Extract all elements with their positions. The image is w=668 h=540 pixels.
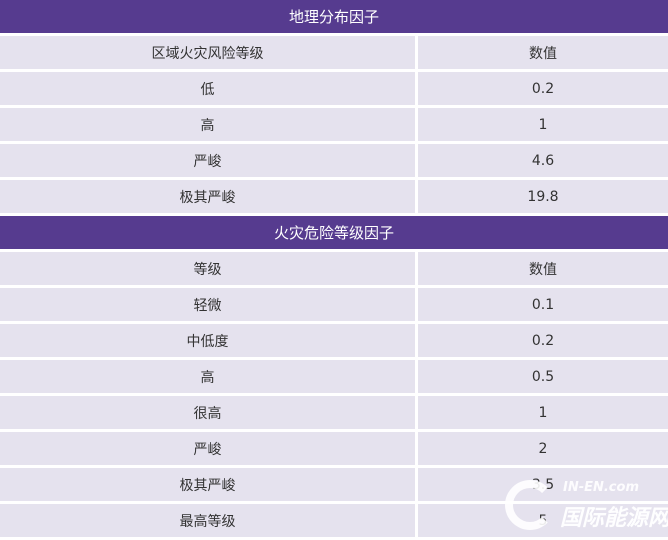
section-title: 地理分布因子 <box>0 0 668 33</box>
level-cell: 高 <box>0 108 415 141</box>
level-cell: 极其严峻 <box>0 468 415 501</box>
column-header-row: 等级 数值 <box>0 252 668 285</box>
value-cell: 0.5 <box>418 360 668 393</box>
value-cell: 0.2 <box>418 72 668 105</box>
column-header-row: 区域火灾风险等级 数值 <box>0 36 668 69</box>
level-cell: 极其严峻 <box>0 180 415 213</box>
table-row: 很高 1 <box>0 396 668 429</box>
value-cell: 1 <box>418 108 668 141</box>
value-cell: 0.2 <box>418 324 668 357</box>
value-cell: 2 <box>418 432 668 465</box>
level-cell: 严峻 <box>0 144 415 177</box>
value-cell: 19.8 <box>418 180 668 213</box>
level-cell: 高 <box>0 360 415 393</box>
table-row: 轻微 0.1 <box>0 288 668 321</box>
level-cell: 区域火灾风险等级 <box>0 36 415 69</box>
level-cell: 很高 <box>0 396 415 429</box>
table-row: 低 0.2 <box>0 72 668 105</box>
level-cell: 严峻 <box>0 432 415 465</box>
table-row: 严峻 4.6 <box>0 144 668 177</box>
level-cell: 轻微 <box>0 288 415 321</box>
level-cell: 最高等级 <box>0 504 415 537</box>
value-cell: 4.6 <box>418 144 668 177</box>
table-row: 高 0.5 <box>0 360 668 393</box>
value-cell: 5 <box>418 504 668 537</box>
value-cell: 数值 <box>418 36 668 69</box>
table-row: 中低度 0.2 <box>0 324 668 357</box>
section-title: 火灾危险等级因子 <box>0 216 668 249</box>
table-row: 最高等级 5 <box>0 504 668 537</box>
level-cell: 中低度 <box>0 324 415 357</box>
table-row: 极其严峻 19.8 <box>0 180 668 213</box>
table-row: 严峻 2 <box>0 432 668 465</box>
value-cell: 3.5 <box>418 468 668 501</box>
level-cell: 低 <box>0 72 415 105</box>
value-cell: 数值 <box>418 252 668 285</box>
table-row: 极其严峻 3.5 <box>0 468 668 501</box>
value-cell: 0.1 <box>418 288 668 321</box>
value-cell: 1 <box>418 396 668 429</box>
level-cell: 等级 <box>0 252 415 285</box>
